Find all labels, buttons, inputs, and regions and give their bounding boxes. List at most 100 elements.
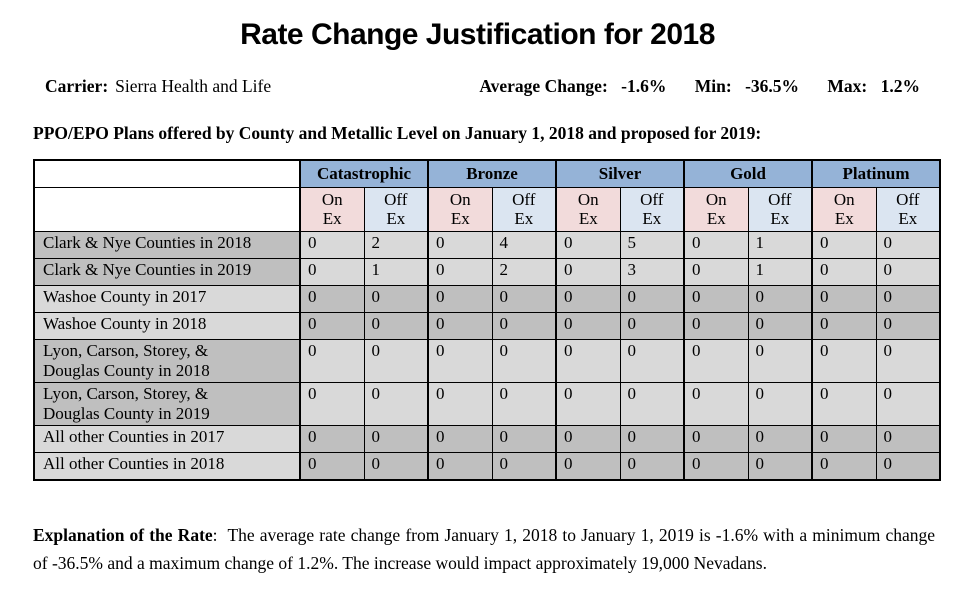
plan-count-cell: 0 bbox=[811, 312, 877, 341]
off-exchange-header: Off Ex bbox=[747, 186, 814, 233]
plan-count-cell: 4 bbox=[491, 231, 558, 260]
plan-count-cell: 0 bbox=[683, 258, 749, 287]
plan-count-cell: 0 bbox=[811, 258, 877, 287]
plan-count-cell: 0 bbox=[299, 258, 365, 287]
plan-count-cell: 0 bbox=[811, 425, 877, 454]
plan-count-cell: 0 bbox=[363, 285, 430, 314]
min-value: -36.5% bbox=[745, 76, 800, 96]
plan-count-cell: 0 bbox=[683, 339, 749, 384]
plan-count-cell: 0 bbox=[299, 285, 365, 314]
plan-count-cell: 0 bbox=[619, 312, 686, 341]
plan-count-cell: 0 bbox=[875, 382, 942, 427]
plan-count-cell: 0 bbox=[555, 452, 621, 481]
plan-count-cell: 0 bbox=[747, 312, 814, 341]
metal-level-header: Platinum bbox=[811, 159, 942, 188]
plan-count-cell: 0 bbox=[683, 285, 749, 314]
plan-count-cell: 0 bbox=[299, 382, 365, 427]
off-exchange-header: Off Ex bbox=[875, 186, 942, 233]
table-caption: PPO/EPO Plans offered by County and Meta… bbox=[33, 123, 762, 143]
plan-count-cell: 0 bbox=[875, 231, 942, 260]
plan-count-cell: 1 bbox=[747, 231, 814, 260]
on-exchange-header: On Ex bbox=[427, 186, 493, 233]
plan-count-cell: 0 bbox=[683, 452, 749, 481]
plan-count-cell: 0 bbox=[619, 339, 686, 384]
plan-count-cell: 0 bbox=[875, 339, 942, 384]
metal-level-header: Silver bbox=[555, 159, 686, 188]
plan-count-cell: 0 bbox=[299, 339, 365, 384]
table-row: Lyon, Carson, Storey, & Douglas County i… bbox=[33, 382, 942, 427]
plan-count-cell: 0 bbox=[299, 312, 365, 341]
plan-count-cell: 0 bbox=[363, 425, 430, 454]
county-row-label: All other Counties in 2018 bbox=[33, 452, 301, 481]
plan-count-cell: 1 bbox=[747, 258, 814, 287]
plan-count-cell: 0 bbox=[747, 452, 814, 481]
plan-count-cell: 0 bbox=[619, 382, 686, 427]
plan-count-cell: 0 bbox=[427, 339, 493, 384]
plans-table: Catastrophic Bronze Silver Gold Platinum On … bbox=[33, 159, 942, 482]
plan-count-cell: 0 bbox=[555, 339, 621, 384]
plan-count-cell: 0 bbox=[875, 425, 942, 454]
plan-count-cell: 0 bbox=[555, 285, 621, 314]
carrier-stats-row: Carrier: Sierra Health and Life Average … bbox=[45, 76, 920, 97]
county-row-label: Lyon, Carson, Storey, & Douglas County i… bbox=[33, 339, 301, 384]
plan-count-cell: 0 bbox=[427, 285, 493, 314]
plan-count-cell: 0 bbox=[747, 285, 814, 314]
plan-count-cell: 0 bbox=[811, 452, 877, 481]
carrier-label: Carrier: bbox=[45, 76, 109, 96]
plan-count-cell: 0 bbox=[491, 452, 558, 481]
county-row-label: All other Counties in 2017 bbox=[33, 425, 301, 454]
plan-count-cell: 0 bbox=[555, 312, 621, 341]
plan-count-cell: 5 bbox=[619, 231, 686, 260]
plan-count-cell: 0 bbox=[619, 452, 686, 481]
metal-level-header-row: Catastrophic Bronze Silver Gold Platinum bbox=[33, 159, 942, 188]
table-row: All other Counties in 2017 0 0 0 0 0 0 0 0 0 0 bbox=[33, 425, 942, 454]
table-row: All other Counties in 2018 0 0 0 0 0 0 0 0 0 0 bbox=[33, 452, 942, 481]
plan-count-cell: 0 bbox=[299, 425, 365, 454]
plan-count-cell: 2 bbox=[491, 258, 558, 287]
county-row-label: Clark & Nye Counties in 2018 bbox=[33, 231, 301, 260]
on-exchange-header: On Ex bbox=[555, 186, 621, 233]
plan-count-cell: 0 bbox=[491, 339, 558, 384]
plan-count-cell: 3 bbox=[619, 258, 686, 287]
plan-count-cell: 0 bbox=[491, 285, 558, 314]
plan-count-cell: 0 bbox=[299, 231, 365, 260]
plan-count-cell: 1 bbox=[363, 258, 430, 287]
plan-count-cell: 0 bbox=[875, 285, 942, 314]
metal-level-header: Catastrophic bbox=[299, 159, 430, 188]
plan-count-cell: 0 bbox=[363, 382, 430, 427]
plan-count-cell: 0 bbox=[555, 231, 621, 260]
metal-level-header: Bronze bbox=[427, 159, 558, 188]
plan-count-cell: 0 bbox=[875, 258, 942, 287]
table-row: Washoe County in 2018 0 0 0 0 0 0 0 0 0 0 bbox=[33, 312, 942, 341]
county-row-label: Washoe County in 2018 bbox=[33, 312, 301, 341]
plan-count-cell: 0 bbox=[427, 452, 493, 481]
average-change-label: Average Change: bbox=[479, 76, 608, 96]
county-row-label: Clark & Nye Counties in 2019 bbox=[33, 258, 301, 287]
plan-count-cell: 0 bbox=[427, 382, 493, 427]
plan-count-cell: 0 bbox=[619, 425, 686, 454]
carrier-value: Sierra Health and Life bbox=[115, 76, 272, 96]
off-exchange-header: Off Ex bbox=[619, 186, 686, 233]
corner-cell bbox=[33, 186, 301, 233]
table-row: Lyon, Carson, Storey, & Douglas County i… bbox=[33, 339, 942, 384]
county-row-label: Lyon, Carson, Storey, & Douglas County i… bbox=[33, 382, 301, 427]
average-change-value: -1.6% bbox=[621, 76, 667, 96]
page-title: Rate Change Justification for 2018 bbox=[240, 18, 715, 51]
explanation-label: Explanation of the Rate bbox=[33, 525, 213, 546]
plan-count-cell: 0 bbox=[811, 285, 877, 314]
plan-count-cell: 0 bbox=[491, 382, 558, 427]
metal-level-header: Gold bbox=[683, 159, 814, 188]
plan-count-cell: 0 bbox=[299, 452, 365, 481]
rate-explanation: Explanation of the Rate: The average rat… bbox=[33, 521, 935, 578]
plan-count-cell: 0 bbox=[555, 382, 621, 427]
explanation-body: The average rate change from January 1, … bbox=[33, 525, 935, 574]
off-exchange-header: Off Ex bbox=[363, 186, 430, 233]
on-exchange-header: On Ex bbox=[299, 186, 365, 233]
plan-count-cell: 0 bbox=[747, 382, 814, 427]
max-label: Max: bbox=[827, 76, 868, 96]
table-row: Washoe County in 2017 0 0 0 0 0 0 0 0 0 0 bbox=[33, 285, 942, 314]
plan-count-cell: 0 bbox=[363, 339, 430, 384]
plan-count-cell: 0 bbox=[363, 452, 430, 481]
plan-count-cell: 0 bbox=[491, 312, 558, 341]
plan-count-cell: 0 bbox=[555, 258, 621, 287]
